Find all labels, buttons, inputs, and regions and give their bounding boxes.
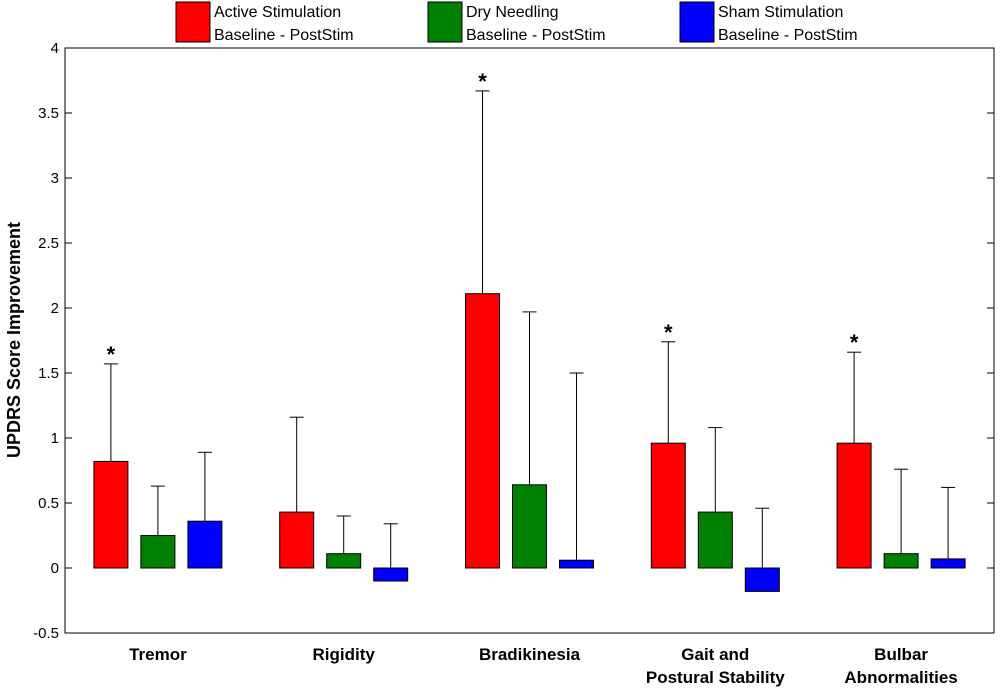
bar-active (650, 442, 686, 569)
x-category-label: Rigidity (313, 645, 376, 664)
bar-sham (559, 559, 594, 569)
bar-active (93, 460, 129, 569)
bar-sham (744, 567, 780, 592)
error-bars-layer (103, 90, 956, 568)
plot-frame (64, 47, 995, 634)
x-category-label: Bulbar (874, 645, 928, 664)
x-category-label: Tremor (129, 645, 187, 664)
y-tick-label: 2.5 (38, 235, 59, 252)
legend: Active Stimulation Baseline - PostStim Dry… (175, 1, 858, 44)
y-tick-label: 1.5 (38, 365, 59, 382)
y-tick-label: 0.5 (38, 495, 59, 512)
y-tick-label: 1 (51, 430, 59, 447)
bar-active (465, 293, 500, 569)
bar-sham (373, 567, 409, 582)
legend-swatch-active (175, 1, 211, 43)
legend-swatch-sham (679, 1, 715, 43)
x-category-label: Postural Stability (646, 668, 785, 687)
bar-dry-needling (512, 484, 547, 569)
legend-sublabel-sham: Baseline - PostStim (718, 27, 858, 44)
annotations-layer: * * * * (107, 69, 859, 367)
significance-star: * (850, 330, 859, 355)
y-axis: -0.5 0 0.5 1 1.5 2 2.5 3 3.5 4 (33, 40, 994, 642)
y-tick-label: 2 (51, 300, 59, 317)
significance-star: * (664, 320, 673, 345)
y-tick-label: 0 (51, 560, 59, 577)
legend-sublabel-dry-needling: Baseline - PostStim (466, 27, 606, 44)
x-category-label: Bradikinesia (479, 645, 581, 664)
legend-label-dry-needling: Dry Needling (466, 4, 558, 21)
x-category-label: Gait and (681, 645, 749, 664)
x-category-label: Abnormalities (844, 668, 957, 687)
bar-active (279, 511, 315, 569)
significance-star: * (107, 342, 116, 367)
legend-swatch-dry-needling (427, 1, 463, 43)
significance-star: * (478, 69, 487, 94)
bar-dry-needling (140, 535, 176, 569)
bar-sham (930, 558, 966, 569)
y-tick-label: -0.5 (33, 625, 59, 642)
bars-layer (93, 293, 966, 592)
y-tick-label: 3 (51, 170, 59, 187)
legend-label-sham: Sham Stimulation (718, 4, 843, 21)
bar-sham (187, 520, 223, 569)
y-axis-title: UPDRS Score Improvement (4, 222, 24, 458)
bar-dry-needling (326, 553, 362, 569)
x-axis: Tremor Rigidity Bradikinesia Gait and Postur… (129, 645, 958, 687)
bar-dry-needling (883, 553, 919, 569)
legend-sublabel-active: Baseline - PostStim (214, 27, 354, 44)
legend-label-active: Active Stimulation (214, 4, 341, 21)
bar-dry-needling (697, 511, 733, 569)
y-tick-label: 4 (51, 40, 59, 57)
y-tick-label: 3.5 (38, 105, 59, 122)
bar-active (836, 442, 872, 569)
